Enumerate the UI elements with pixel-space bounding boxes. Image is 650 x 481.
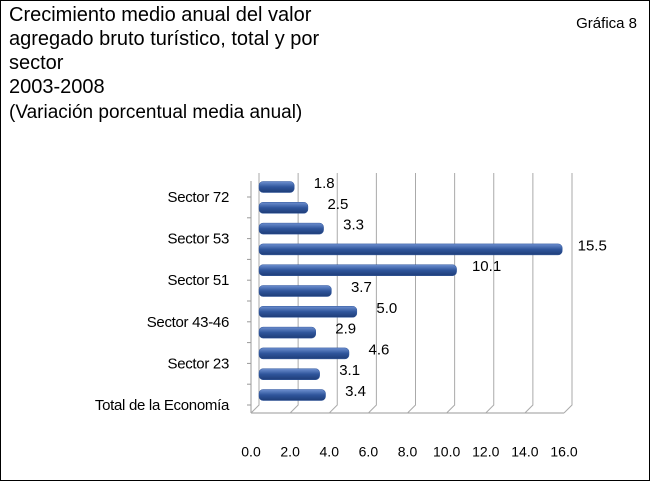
value-label: 3.7 [351, 279, 372, 296]
bar [258, 222, 324, 235]
grid-line [524, 173, 534, 414]
x-tick-label: 2.0 [280, 444, 300, 460]
y-tick-label: Sector 43-46 [147, 314, 229, 331]
chart-title: Crecimiento medio anual del valor agrega… [9, 4, 320, 74]
bar [258, 202, 309, 214]
x-tick-label: 16.0 [550, 444, 577, 460]
value-label: 1.8 [314, 175, 335, 192]
x-tick-label: 0.0 [241, 444, 261, 460]
value-label: 4.6 [369, 341, 390, 358]
value-label: 10.1 [472, 258, 501, 275]
value-label: 2.5 [327, 196, 348, 213]
value-label: 3.3 [343, 217, 364, 234]
y-tick-label: Sector 72 [167, 189, 229, 206]
grid-line [407, 173, 416, 414]
x-tick-label: 14.0 [511, 444, 538, 460]
bar [258, 285, 332, 297]
x-tick-label: 6.0 [359, 444, 379, 460]
grid-line [446, 173, 456, 414]
y-tick-label: Total de la Economía [95, 397, 230, 414]
grid-line [485, 173, 495, 414]
grid-line [250, 173, 260, 414]
value-label: 15.5 [578, 237, 607, 254]
bar [258, 326, 316, 339]
bar [258, 181, 295, 193]
bar [258, 389, 326, 401]
grid-line [563, 173, 573, 414]
value-label: 3.1 [339, 362, 360, 379]
bar [258, 243, 563, 256]
x-tick-label: 4.0 [320, 444, 340, 460]
value-label: 3.4 [345, 383, 366, 400]
bar [258, 264, 457, 276]
bar [258, 368, 320, 380]
annotation: Gráfica 8 [576, 15, 637, 32]
chart-subtitle: (Variación porcentual media anual) [9, 102, 303, 123]
value-label: 5.0 [376, 300, 397, 317]
bar [258, 347, 350, 360]
y-tick-label: Sector 51 [167, 272, 229, 289]
y-tick-label: Sector 23 [167, 355, 229, 372]
x-tick-label: 8.0 [398, 444, 418, 460]
x-tick-label: 10.0 [433, 444, 460, 460]
value-label: 2.9 [335, 321, 356, 338]
bar [258, 306, 358, 318]
chart-period: 2003-2008 [9, 76, 105, 98]
x-tick-label: 12.0 [472, 444, 499, 460]
y-tick-label: Sector 53 [167, 231, 229, 248]
